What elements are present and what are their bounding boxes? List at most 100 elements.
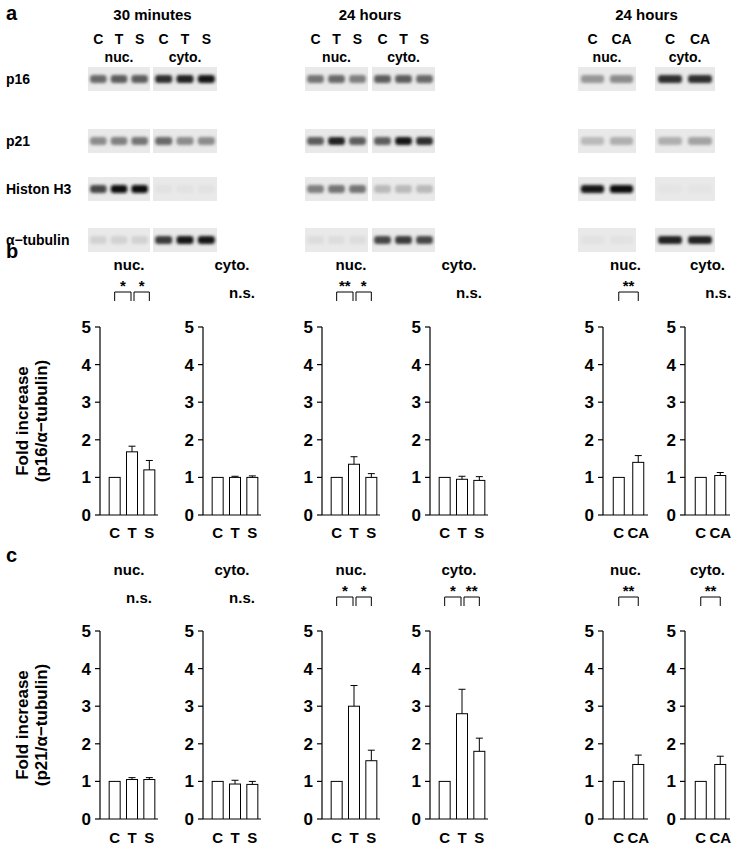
y-tick bbox=[198, 668, 203, 669]
blot-strip bbox=[153, 129, 217, 153]
y-tick-label: 0 bbox=[304, 810, 313, 829]
y-tick-label: 5 bbox=[667, 318, 676, 337]
y-tick bbox=[95, 668, 100, 669]
y-tick bbox=[317, 477, 322, 478]
y-tick-label: 4 bbox=[185, 660, 195, 679]
blot-strip bbox=[88, 228, 150, 252]
y-tick-label: 0 bbox=[304, 506, 313, 525]
y-tick bbox=[198, 630, 203, 631]
band bbox=[610, 185, 633, 193]
y-tick bbox=[425, 706, 430, 707]
x-tick-label: CA bbox=[627, 829, 649, 846]
chart-title: nuc. bbox=[610, 256, 641, 273]
x-tick-label: T bbox=[230, 524, 239, 541]
y-tick bbox=[198, 514, 203, 515]
y-tick-label: 5 bbox=[412, 318, 421, 337]
blot-strip bbox=[305, 129, 368, 153]
x-tick-label: C bbox=[695, 829, 706, 846]
lane-label: T bbox=[332, 31, 341, 47]
band bbox=[688, 75, 712, 83]
band bbox=[581, 137, 604, 145]
x-tick-label: C bbox=[439, 829, 450, 846]
y-tick bbox=[317, 706, 322, 707]
y-tick-label: 3 bbox=[304, 393, 313, 412]
y-tick-label: 2 bbox=[82, 431, 91, 450]
bar bbox=[457, 479, 468, 515]
bar-chart: nuc.012345CCA** bbox=[585, 561, 650, 846]
fraction-label: cyto. bbox=[169, 49, 202, 65]
lane-label: CA bbox=[690, 31, 710, 47]
bar bbox=[695, 781, 706, 819]
y-tick-label: 0 bbox=[667, 506, 676, 525]
band bbox=[328, 236, 345, 244]
band bbox=[610, 137, 633, 145]
y-tick bbox=[425, 402, 430, 403]
band bbox=[131, 137, 148, 145]
bar bbox=[144, 780, 155, 819]
x-tick-label: S bbox=[366, 524, 376, 541]
y-tick-label: 4 bbox=[667, 660, 677, 679]
y-tick bbox=[198, 706, 203, 707]
y-tick-label: 3 bbox=[585, 393, 594, 412]
blot-strip bbox=[153, 228, 217, 252]
band bbox=[90, 185, 107, 193]
y-tick bbox=[680, 439, 685, 440]
y-tick bbox=[95, 477, 100, 478]
bar bbox=[331, 781, 342, 819]
x-tick-label: T bbox=[457, 829, 466, 846]
band bbox=[610, 236, 633, 244]
lane-label: C bbox=[377, 31, 387, 47]
x-tick-label: C bbox=[109, 829, 120, 846]
band bbox=[416, 75, 433, 83]
bar bbox=[633, 462, 644, 515]
plot-area bbox=[695, 473, 726, 515]
blot-strip bbox=[153, 67, 217, 91]
y-tick bbox=[317, 743, 322, 744]
annotation: n.s. bbox=[456, 284, 482, 301]
y-tick-label: 3 bbox=[185, 697, 194, 716]
group-title: 24 hours bbox=[339, 6, 402, 23]
y-axis bbox=[99, 327, 100, 515]
y-tick-label: 1 bbox=[304, 772, 313, 791]
error-bar bbox=[351, 686, 358, 707]
band bbox=[111, 75, 128, 83]
band bbox=[307, 137, 324, 145]
blot-strip bbox=[305, 67, 368, 91]
y-tick bbox=[680, 668, 685, 669]
chart-title: cyto. bbox=[214, 256, 249, 273]
y-tick bbox=[317, 326, 322, 327]
y-tick bbox=[598, 439, 603, 440]
x-tick-label: S bbox=[144, 524, 154, 541]
y-tick bbox=[198, 477, 203, 478]
blot-strip bbox=[372, 129, 435, 153]
bar-chart: cyto.012345CTSn.s. bbox=[412, 256, 488, 541]
y-tick-label: 4 bbox=[667, 356, 677, 375]
x-tick-label: CA bbox=[709, 524, 731, 541]
blot-strip bbox=[305, 177, 368, 201]
blot-strip bbox=[88, 129, 150, 153]
blot-strip bbox=[578, 177, 636, 201]
bar-chart: cyto.012345CTSn.s. bbox=[185, 256, 261, 541]
band bbox=[581, 185, 604, 193]
y-tick-label: 1 bbox=[82, 772, 91, 791]
y-tick-label: 0 bbox=[667, 810, 676, 829]
x-tick-label: C bbox=[109, 524, 120, 541]
y-tick bbox=[95, 706, 100, 707]
significance-label: ** bbox=[466, 582, 478, 599]
y-tick bbox=[317, 402, 322, 403]
x-tick-label: C bbox=[439, 524, 450, 541]
x-tick-label: T bbox=[230, 829, 239, 846]
band bbox=[688, 236, 712, 244]
band bbox=[176, 185, 193, 193]
y-tick bbox=[680, 402, 685, 403]
y-tick bbox=[598, 668, 603, 669]
x-tick-label: CA bbox=[709, 829, 731, 846]
annotation: n.s. bbox=[126, 589, 152, 606]
x-tick-label: C bbox=[613, 524, 624, 541]
band bbox=[416, 236, 433, 244]
y-tick bbox=[317, 364, 322, 365]
band bbox=[155, 137, 172, 145]
band bbox=[307, 185, 324, 193]
y-tick bbox=[598, 818, 603, 819]
band bbox=[374, 236, 391, 244]
